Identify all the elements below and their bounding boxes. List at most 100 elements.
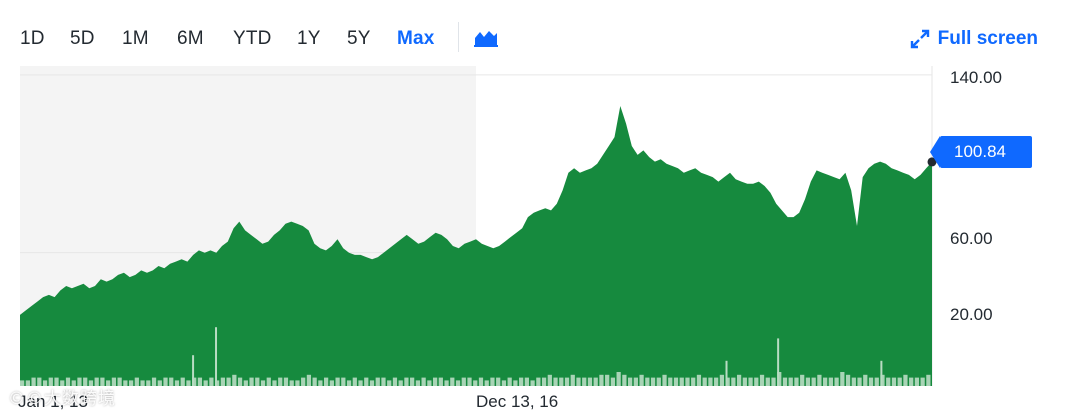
volume-bar	[920, 377, 925, 386]
range-button-max[interactable]: Max	[397, 28, 435, 49]
fullscreen-label: Full screen	[937, 28, 1038, 49]
volume-bar	[553, 377, 558, 386]
volume-bar	[874, 377, 879, 386]
range-button-1m[interactable]: 1M	[122, 28, 149, 49]
volume-bar	[410, 377, 415, 386]
volume-bar	[593, 377, 598, 386]
volume-bar	[736, 374, 742, 386]
volume-bar	[192, 355, 195, 386]
volume-bar	[163, 377, 168, 386]
volume-bar	[100, 377, 105, 386]
volume-bar	[541, 377, 547, 386]
volume-bar	[117, 377, 122, 386]
volume-bar	[628, 377, 633, 386]
volume-bar	[673, 377, 679, 386]
volume-bar	[507, 377, 512, 386]
volume-bar	[318, 380, 323, 386]
volume-bar	[748, 377, 753, 386]
volume-bar	[174, 380, 180, 386]
volume-bar	[65, 377, 71, 386]
volume-bar	[226, 377, 231, 386]
volume-bar	[128, 380, 134, 386]
volume-bar	[725, 377, 730, 386]
volume-bar	[490, 377, 495, 386]
current-price-tag: 100.84	[930, 136, 1032, 168]
volume-bar	[215, 327, 218, 386]
volume-bar	[249, 377, 254, 386]
volume-bar	[324, 377, 329, 386]
volume-bar	[851, 377, 856, 386]
volume-bar	[106, 380, 111, 386]
volume-bar	[88, 380, 94, 386]
range-button-ytd[interactable]: YTD	[233, 28, 272, 49]
volume-bar	[197, 377, 203, 386]
mountain-chart-icon[interactable]	[474, 28, 498, 48]
volume-bar	[547, 374, 552, 386]
volume-bar	[880, 374, 885, 386]
volume-bar	[587, 377, 593, 386]
volume-bar	[857, 377, 862, 386]
volume-bar	[817, 374, 822, 386]
volume-bar	[398, 380, 403, 386]
volume-bar	[478, 377, 484, 386]
volume-bar	[266, 377, 271, 386]
volume-bar	[438, 377, 443, 386]
volume-bar	[237, 377, 243, 386]
chart-canvas[interactable]	[0, 66, 1080, 415]
volume-bar	[77, 377, 82, 386]
volume-bar	[513, 380, 518, 386]
volume-bar	[639, 374, 644, 386]
volume-bar	[909, 377, 914, 386]
volume-bar	[702, 377, 707, 386]
volume-bar	[564, 377, 570, 386]
range-button-6m[interactable]: 6M	[177, 28, 204, 49]
price-chart[interactable]: 140.00 60.00 20.00 100.84 Jan 1, 13 Dec …	[0, 66, 1080, 415]
volume-bar	[192, 377, 197, 386]
range-button-1y[interactable]: 1Y	[297, 28, 321, 49]
volume-bar	[645, 377, 650, 386]
volume-bar	[180, 377, 185, 386]
volume-bar	[742, 377, 747, 386]
volume-bar	[455, 380, 461, 386]
volume-bar	[719, 374, 725, 386]
volume-bar	[897, 377, 902, 386]
volume-bar	[215, 380, 220, 386]
volume-bar	[823, 377, 828, 386]
volume-bar	[432, 377, 438, 386]
volume-bar	[375, 377, 380, 386]
volume-bar	[427, 380, 432, 386]
volume-bar	[134, 377, 139, 386]
expand-arrows-icon	[910, 29, 930, 49]
volume-bar	[369, 380, 375, 386]
volume-bar	[731, 377, 736, 386]
volume-bar	[777, 372, 782, 386]
range-button-1d[interactable]: 1D	[20, 28, 45, 49]
volume-bar	[329, 380, 334, 386]
volume-bar	[387, 380, 392, 386]
volume-bar	[31, 377, 36, 386]
range-button-5y[interactable]: 5Y	[347, 28, 371, 49]
volume-bar	[484, 380, 489, 386]
x-tick-label: Jan 1, 13	[18, 392, 88, 411]
volume-bar	[25, 380, 30, 386]
volume-bar	[289, 380, 294, 386]
volume-bar	[886, 377, 891, 386]
volume-bar	[656, 377, 661, 386]
volume-bar	[914, 377, 920, 386]
volume-bar	[880, 360, 883, 386]
volume-bar	[777, 338, 780, 386]
volume-bar	[203, 380, 208, 386]
volume-bar	[461, 377, 466, 386]
range-button-5d[interactable]: 5D	[70, 28, 95, 49]
volume-bar	[255, 377, 260, 386]
volume-bar	[404, 377, 409, 386]
volume-bar	[530, 380, 535, 386]
x-tick-label: Dec 13, 16	[476, 392, 559, 411]
volume-bar	[622, 374, 627, 386]
volume-bar	[364, 377, 369, 386]
volume-bar	[151, 377, 157, 386]
volume-bar	[346, 380, 352, 386]
volume-bar	[696, 374, 702, 386]
y-tick-label: 20.00	[950, 305, 993, 324]
fullscreen-button[interactable]: Full screen	[910, 26, 1038, 52]
